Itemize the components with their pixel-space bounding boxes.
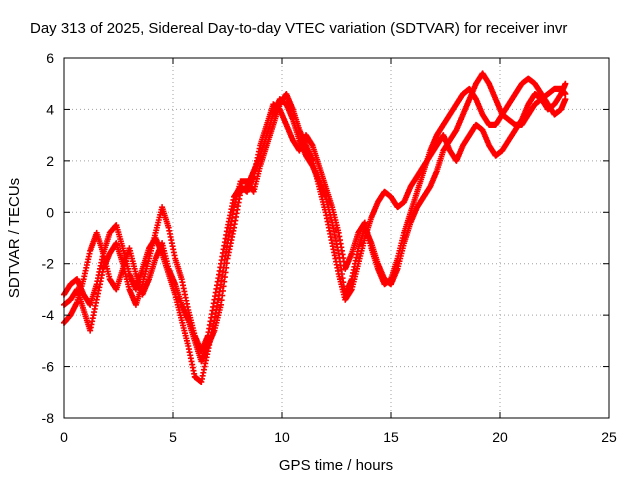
series-0 [61,70,569,365]
y-tick-label: -8 [42,410,55,426]
y-tick-label: -6 [42,359,55,375]
y-tick-label: 2 [46,153,54,169]
x-axis-title: GPS time / hours [279,457,393,474]
y-tick-label: 6 [46,50,54,66]
x-tick-label: 20 [492,429,508,445]
x-tick-label: 25 [601,429,617,445]
y-tick-label: -2 [42,256,55,272]
y-tick-label: -4 [42,307,55,323]
y-tick-label: 4 [46,101,54,117]
series-2 [61,75,569,355]
x-tick-label: 10 [274,429,290,445]
data-point [562,80,569,87]
axis-ticks [63,57,610,419]
data-point [562,96,569,103]
x-tick-label: 0 [60,429,68,445]
y-tick-label: 0 [46,204,54,220]
y-axis-title: SDTVAR / TECUs [6,178,23,298]
x-tick-label: 5 [169,429,177,445]
plot-frame [63,57,610,419]
chart-title: Day 313 of 2025, Sidereal Day-to-day VTE… [30,20,567,37]
x-tick-label: 15 [383,429,399,445]
tick-labels: 0 5 10 15 20 25 -8 -6 -4 -2 0 2 4 6 [42,50,617,445]
data-markers [61,70,569,385]
